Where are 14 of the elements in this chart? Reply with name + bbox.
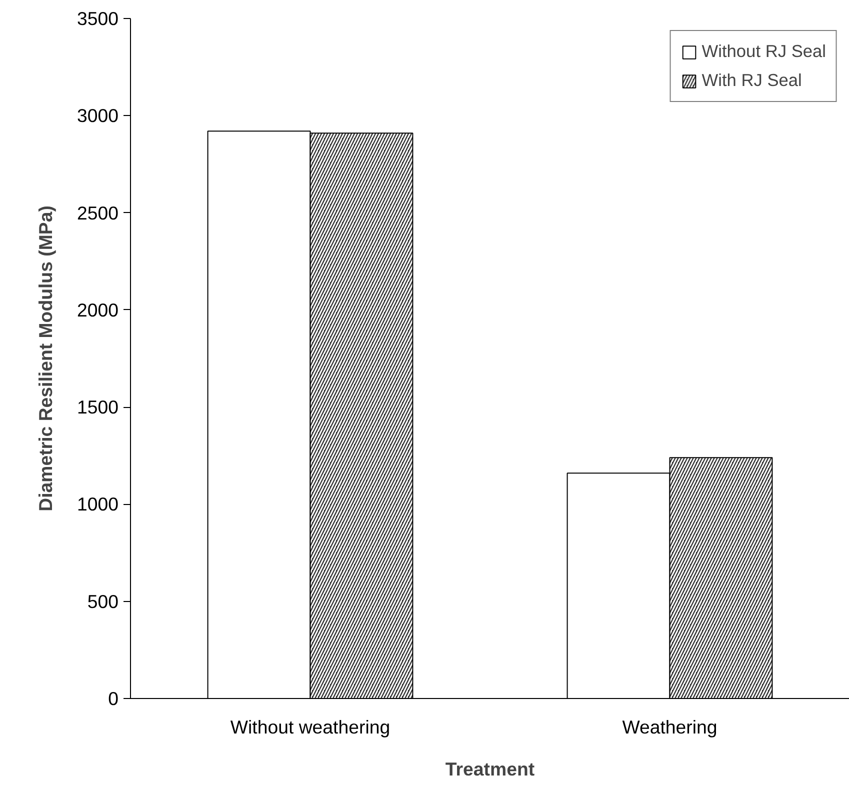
y-tick-label: 2000 [76, 299, 119, 320]
y-tick-label: 1000 [76, 494, 119, 515]
y-tick-label: 3000 [76, 105, 119, 126]
y-tick-label: 1500 [76, 396, 119, 418]
legend-label: Without RJ Seal [702, 41, 826, 62]
x-axis-title: Treatment [445, 758, 535, 780]
y-tick-label: 0 [108, 688, 119, 709]
y-tick-label: 500 [87, 590, 119, 612]
x-tick-label: Without weathering [230, 716, 390, 738]
x-tick-label: Weathering [622, 716, 718, 738]
y-axis-title: Diametric Resilient Modulus (MPa) [34, 206, 56, 512]
legend-label: With RJ Seal [702, 70, 802, 91]
y-tick-label: 3500 [76, 8, 119, 29]
y-tick-label: 2500 [76, 202, 119, 224]
